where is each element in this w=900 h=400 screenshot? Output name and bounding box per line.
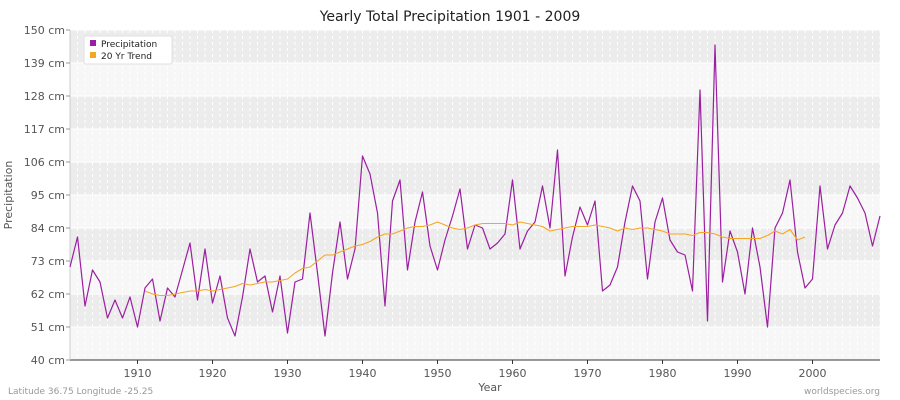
y-tick-label: 106 cm	[24, 156, 65, 169]
y-axis-label: Precipitation	[2, 161, 15, 230]
y-tick-label: 128 cm	[24, 90, 65, 103]
x-tick-label: 1970	[574, 367, 602, 380]
plot-bands	[70, 30, 880, 327]
y-tick-labels: 40 cm 51 cm 62 cm 73 cm 84 cm 95 cm 106 cm 117 …	[24, 24, 70, 367]
y-tick-label: 95 cm	[31, 189, 65, 202]
x-tick-label: 1910	[124, 367, 152, 380]
vertical-gridlines	[69, 30, 881, 360]
x-tick-label: 1930	[274, 367, 302, 380]
series-layer	[69, 44, 881, 337]
plot-band	[70, 228, 880, 261]
y-tick-label: 73 cm	[31, 255, 65, 268]
y-tick-label: 84 cm	[31, 222, 65, 235]
x-tick-labels: 1910 1920 1930 1940 1950 1960 1970 1980 1990 2000	[124, 360, 827, 380]
legend-swatch-precipitation	[90, 40, 96, 46]
legend-box	[83, 35, 173, 65]
y-tick-label: 150 cm	[24, 24, 65, 37]
legend-swatch-trend	[90, 52, 96, 58]
x-tick-label: 1950	[424, 367, 452, 380]
x-tick-label: 1980	[649, 367, 677, 380]
y-tick-label: 117 cm	[24, 123, 65, 136]
plot-band	[70, 30, 880, 63]
plot-band	[70, 294, 880, 327]
plot-band	[70, 162, 880, 195]
y-tick-label: 139 cm	[24, 57, 65, 70]
x-tick-label: 1990	[724, 367, 752, 380]
x-axis-label: Year	[477, 381, 502, 394]
legend-label-trend: 20 Yr Trend	[101, 52, 152, 62]
legend: Precipitation 20 Yr Trend	[83, 35, 173, 65]
footer-coordinates: Latitude 36.75 Longitude -25.25	[8, 387, 153, 397]
trend-line	[144, 221, 806, 297]
x-tick-label: 1940	[349, 367, 377, 380]
plot-band	[70, 96, 880, 129]
chart-title: Yearly Total Precipitation 1901 - 2009	[319, 9, 581, 25]
horizontal-gridlines	[70, 29, 880, 361]
footer-site: worldspecies.org	[804, 387, 880, 397]
y-tick-label: 62 cm	[31, 288, 65, 301]
x-tick-label: 1920	[199, 367, 227, 380]
x-tick-label: 2000	[799, 367, 827, 380]
x-tick-label: 1960	[499, 367, 527, 380]
y-tick-label: 51 cm	[31, 321, 65, 334]
legend-label-precipitation: Precipitation	[101, 40, 157, 50]
y-tick-label: 40 cm	[31, 354, 65, 367]
